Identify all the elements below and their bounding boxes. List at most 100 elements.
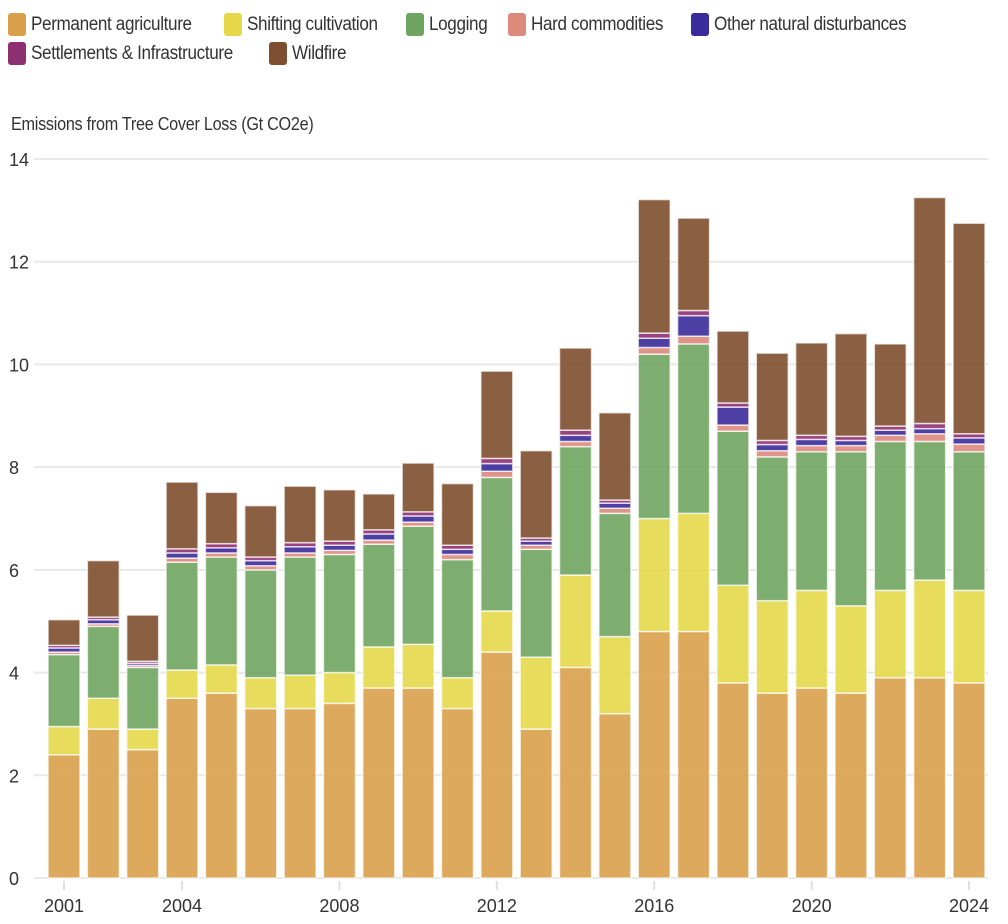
bar-segment[interactable] [283,545,317,554]
bar-segment[interactable] [873,676,908,879]
bar-segment[interactable] [873,343,908,427]
bar-segment[interactable] [283,556,317,676]
bar-segment[interactable] [440,553,475,561]
bar-segment[interactable] [873,440,908,592]
bar-segment[interactable] [440,482,475,546]
bar-segment[interactable] [755,443,790,452]
bar-stack[interactable] [716,330,750,879]
bar-segment[interactable] [873,429,908,437]
bar-segment[interactable] [480,610,514,653]
bar-segment[interactable] [243,504,278,558]
bar-segment[interactable] [322,488,357,542]
bar-segment[interactable] [912,579,947,679]
bar-segment[interactable] [676,343,711,515]
bar-segment[interactable] [204,664,239,694]
bar-segment[interactable] [125,728,160,751]
bar-segment[interactable] [912,422,947,430]
bar-stack[interactable] [47,618,81,879]
bar-segment[interactable] [47,653,81,728]
bar-segment[interactable] [165,669,199,700]
bar-segment[interactable] [637,198,671,334]
legend-item-wildfire[interactable]: Wildfire [269,42,352,65]
bar-stack[interactable] [676,217,711,879]
bar-segment[interactable] [912,196,947,425]
bar-segment[interactable] [558,347,593,431]
bar-segment[interactable] [716,584,750,684]
bar-segment[interactable] [519,449,553,539]
bar-stack[interactable] [873,343,908,879]
bar-segment[interactable] [519,548,553,658]
bar-segment[interactable] [834,439,868,447]
bar-segment[interactable] [519,656,553,730]
bar-segment[interactable] [47,618,81,647]
legend-item-logging[interactable]: Logging [405,13,494,36]
bar-stack[interactable] [952,222,986,879]
bar-segment[interactable] [86,697,121,730]
bar-segment[interactable] [598,507,632,515]
bar-segment[interactable] [676,512,711,633]
bar-segment[interactable] [480,470,514,479]
bar-segment[interactable] [401,462,435,513]
bar-segment[interactable] [952,589,986,684]
bar-segment[interactable] [243,707,278,879]
bar-segment[interactable] [480,476,514,612]
bar-segment[interactable] [165,697,199,879]
bar-segment[interactable] [480,462,514,473]
bar-segment[interactable] [440,707,475,879]
bar-stack[interactable] [519,449,553,879]
bar-segment[interactable] [676,335,711,345]
bar-segment[interactable] [362,533,396,541]
bar-segment[interactable] [637,630,671,879]
bar-stack[interactable] [637,198,671,879]
bar-segment[interactable] [912,676,947,879]
bar-stack[interactable] [243,504,278,879]
bar-segment[interactable] [283,485,317,544]
bar-segment[interactable] [755,692,790,879]
bar-segment[interactable] [86,728,121,879]
bar-segment[interactable] [755,449,790,458]
bar-segment[interactable] [362,543,396,648]
bar-segment[interactable] [165,552,199,559]
legend-item-other-natural-disturbances[interactable]: Other natural disturbances [691,13,928,36]
bar-segment[interactable] [558,429,593,437]
bar-stack[interactable] [755,352,790,879]
bar-segment[interactable] [598,502,632,509]
bar-segment[interactable] [519,728,553,879]
bar-segment[interactable] [362,646,396,689]
bar-segment[interactable] [204,491,239,545]
bar-segment[interactable] [86,559,121,618]
bar-segment[interactable] [243,569,278,679]
bar-segment[interactable] [598,512,632,638]
bar-segment[interactable] [873,589,908,679]
bar-segment[interactable] [834,450,868,607]
bar-segment[interactable] [794,687,829,879]
bar-segment[interactable] [362,493,396,531]
bar-segment[interactable] [401,525,435,646]
bar-segment[interactable] [47,725,81,756]
bar-segment[interactable] [322,702,357,879]
legend-item-settlements-infrastructure[interactable]: Settlements & Infrastructure [8,42,255,65]
bar-segment[interactable] [912,440,947,581]
bar-segment[interactable] [676,630,711,879]
bar-stack[interactable] [834,332,868,879]
bar-segment[interactable] [912,433,947,443]
bar-segment[interactable] [794,342,829,437]
bar-segment[interactable] [912,427,947,435]
bar-segment[interactable] [558,434,593,443]
bar-segment[interactable] [834,605,868,694]
legend-item-permanent-agriculture[interactable]: Permanent agriculture [8,13,210,36]
bar-segment[interactable] [204,692,239,879]
bar-segment[interactable] [598,635,632,715]
bar-segment[interactable] [676,309,711,317]
bar-stack[interactable] [283,485,317,879]
bar-segment[interactable] [480,370,514,460]
bar-segment[interactable] [755,599,790,694]
bar-stack[interactable] [165,481,199,879]
bar-segment[interactable] [598,411,632,501]
bar-segment[interactable] [204,547,239,554]
bar-segment[interactable] [952,682,986,879]
bar-segment[interactable] [794,589,829,689]
bar-segment[interactable] [952,443,986,453]
bar-segment[interactable] [283,674,317,710]
bar-segment[interactable] [362,687,396,879]
